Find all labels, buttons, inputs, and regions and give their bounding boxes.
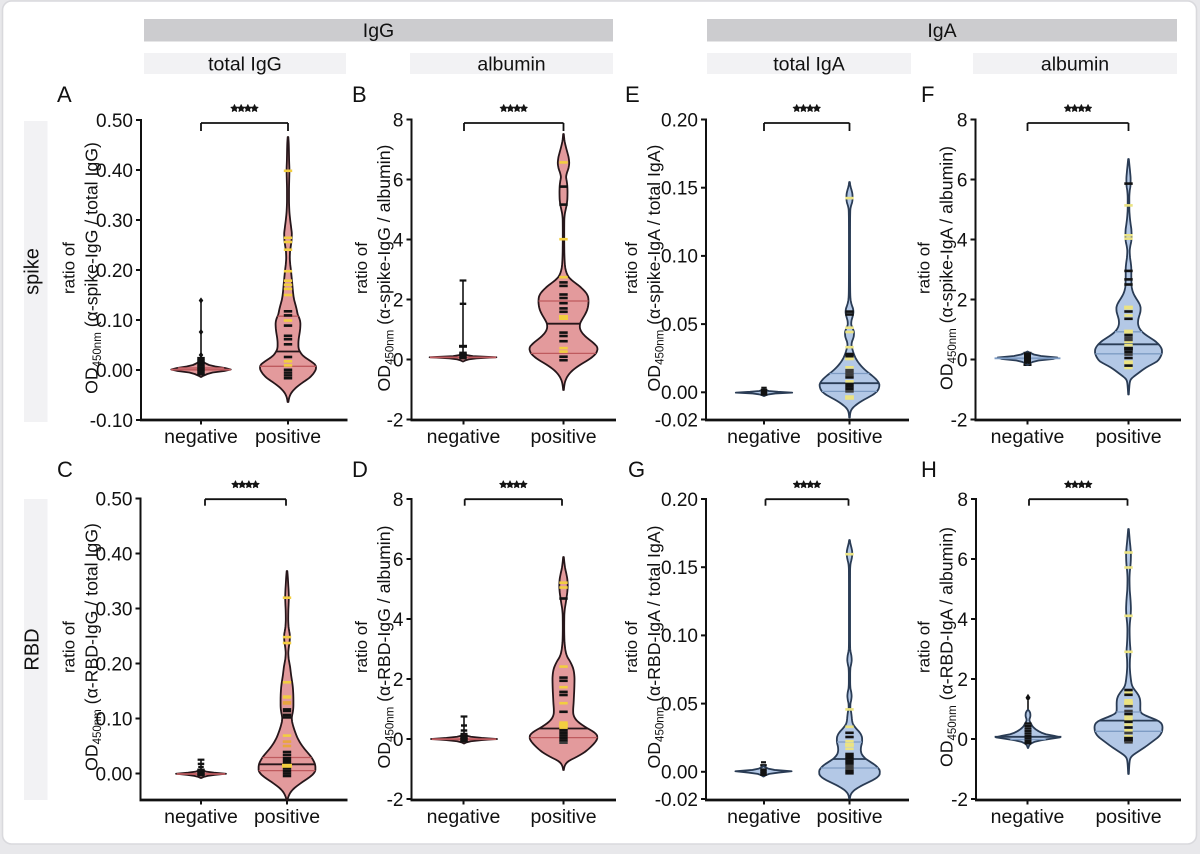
- svg-text:4: 4: [393, 230, 404, 251]
- svg-text:0.15: 0.15: [661, 558, 698, 579]
- svg-text:ratio of: ratio of: [352, 242, 371, 294]
- svg-text:0.50: 0.50: [96, 489, 133, 510]
- svg-text:0: 0: [393, 730, 404, 751]
- svg-text:OD450nm (α-RBD-IgA / total IgA: OD450nm (α-RBD-IgA / total IgA): [644, 526, 667, 769]
- svg-text:OD450nm (α-spike-IgA / albumin: OD450nm (α-spike-IgA / albumin): [937, 146, 960, 390]
- svg-text:0.00: 0.00: [96, 361, 133, 382]
- svg-text:albumin: albumin: [477, 54, 545, 76]
- svg-text:ratio of: ratio of: [622, 242, 641, 294]
- svg-text:positive: positive: [530, 426, 596, 448]
- svg-text:positive: positive: [255, 426, 321, 448]
- svg-text:E: E: [625, 82, 640, 107]
- svg-text:6: 6: [957, 170, 968, 191]
- svg-text:A: A: [57, 82, 72, 107]
- svg-text:OD450nm (α-spike-IgG / total I: OD450nm (α-spike-IgG / total IgG): [82, 142, 105, 394]
- svg-text:4: 4: [393, 610, 404, 631]
- svg-text:ratio of: ratio of: [60, 242, 79, 294]
- svg-text:8: 8: [393, 490, 404, 511]
- svg-text:OD450nm (α-spike-IgG / albumin: OD450nm (α-spike-IgG / albumin): [374, 145, 397, 392]
- svg-text:D: D: [352, 457, 368, 482]
- svg-text:0.40: 0.40: [96, 161, 133, 182]
- svg-text:negative: negative: [427, 426, 501, 448]
- svg-text:-0.02: -0.02: [655, 410, 698, 431]
- svg-text:0.10: 0.10: [661, 247, 698, 268]
- svg-text:0.00: 0.00: [96, 764, 133, 785]
- svg-text:ratio of: ratio of: [915, 621, 934, 673]
- svg-text:6: 6: [393, 550, 404, 571]
- svg-text:0.50: 0.50: [96, 111, 133, 132]
- svg-text:positive: positive: [1095, 806, 1161, 828]
- svg-text:0.10: 0.10: [96, 709, 133, 730]
- svg-text:negative: negative: [991, 426, 1065, 448]
- svg-text:negative: negative: [427, 806, 501, 828]
- svg-text:total IgA: total IgA: [773, 54, 845, 76]
- svg-text:B: B: [352, 82, 367, 107]
- svg-text:-2: -2: [951, 410, 968, 431]
- svg-text:6: 6: [393, 170, 404, 191]
- svg-text:positive: positive: [254, 806, 320, 828]
- svg-text:positive: positive: [1095, 426, 1161, 448]
- svg-text:ratio of: ratio of: [60, 621, 79, 673]
- svg-text:OD450nm (α-RBD-IgA / albumin): OD450nm (α-RBD-IgA / albumin): [937, 527, 960, 767]
- svg-text:8: 8: [957, 490, 968, 511]
- svg-text:0.05: 0.05: [661, 315, 698, 336]
- svg-text:H: H: [921, 457, 937, 482]
- svg-text:4: 4: [957, 230, 968, 251]
- svg-text:OD450nm (α-RBD-IgG / albumin): OD450nm (α-RBD-IgG / albumin): [374, 526, 397, 769]
- svg-text:negative: negative: [727, 806, 801, 828]
- svg-text:negative: negative: [727, 426, 801, 448]
- svg-text:spike: spike: [22, 248, 44, 295]
- svg-text:0.40: 0.40: [96, 544, 133, 565]
- svg-text:ratio of: ratio of: [915, 242, 934, 294]
- svg-text:0.15: 0.15: [661, 179, 698, 200]
- svg-text:0.10: 0.10: [661, 626, 698, 647]
- svg-text:0: 0: [393, 350, 404, 371]
- svg-text:0.05: 0.05: [661, 694, 698, 715]
- svg-text:albumin: albumin: [1041, 54, 1109, 76]
- svg-text:IgG: IgG: [363, 20, 394, 42]
- svg-text:2: 2: [393, 670, 404, 691]
- svg-text:positive: positive: [816, 426, 882, 448]
- svg-text:OD450nm (α-RBD-IgG / total IgG: OD450nm (α-RBD-IgG / total IgG): [82, 523, 105, 771]
- svg-text:0.20: 0.20: [661, 110, 698, 131]
- svg-text:C: C: [57, 457, 73, 482]
- svg-text:8: 8: [393, 110, 404, 131]
- svg-text:0.10: 0.10: [96, 311, 133, 332]
- svg-text:G: G: [628, 457, 645, 482]
- svg-text:-0.10: -0.10: [90, 411, 133, 432]
- svg-text:positive: positive: [816, 806, 882, 828]
- svg-text:2: 2: [393, 290, 404, 311]
- svg-text:0.30: 0.30: [96, 599, 133, 620]
- svg-text:positive: positive: [530, 806, 596, 828]
- svg-text:negative: negative: [164, 806, 238, 828]
- svg-text:IgA: IgA: [927, 20, 956, 42]
- svg-text:0: 0: [957, 350, 968, 371]
- svg-text:0.00: 0.00: [661, 383, 698, 404]
- svg-text:RBD: RBD: [22, 628, 44, 670]
- svg-text:4: 4: [957, 610, 968, 631]
- svg-text:negative: negative: [164, 426, 238, 448]
- svg-text:0.20: 0.20: [96, 261, 133, 282]
- svg-text:-2: -2: [387, 410, 404, 431]
- svg-text:0.20: 0.20: [96, 654, 133, 675]
- svg-text:0.30: 0.30: [96, 211, 133, 232]
- svg-text:total IgG: total IgG: [208, 54, 282, 76]
- svg-text:ratio of: ratio of: [352, 621, 371, 673]
- svg-text:2: 2: [957, 670, 968, 691]
- svg-text:-0.02: -0.02: [655, 790, 698, 811]
- svg-text:F: F: [921, 82, 934, 107]
- svg-text:-2: -2: [387, 790, 404, 811]
- svg-text:0.00: 0.00: [661, 763, 698, 784]
- svg-text:negative: negative: [991, 806, 1065, 828]
- svg-text:0: 0: [957, 730, 968, 751]
- svg-text:ratio of: ratio of: [622, 621, 641, 673]
- svg-text:2: 2: [957, 290, 968, 311]
- svg-text:8: 8: [957, 110, 968, 131]
- svg-text:6: 6: [957, 550, 968, 571]
- svg-text:OD450nm (α-spike-IgA / total I: OD450nm (α-spike-IgA / total IgA): [644, 145, 667, 392]
- svg-text:-2: -2: [951, 790, 968, 811]
- svg-text:0.20: 0.20: [661, 490, 698, 511]
